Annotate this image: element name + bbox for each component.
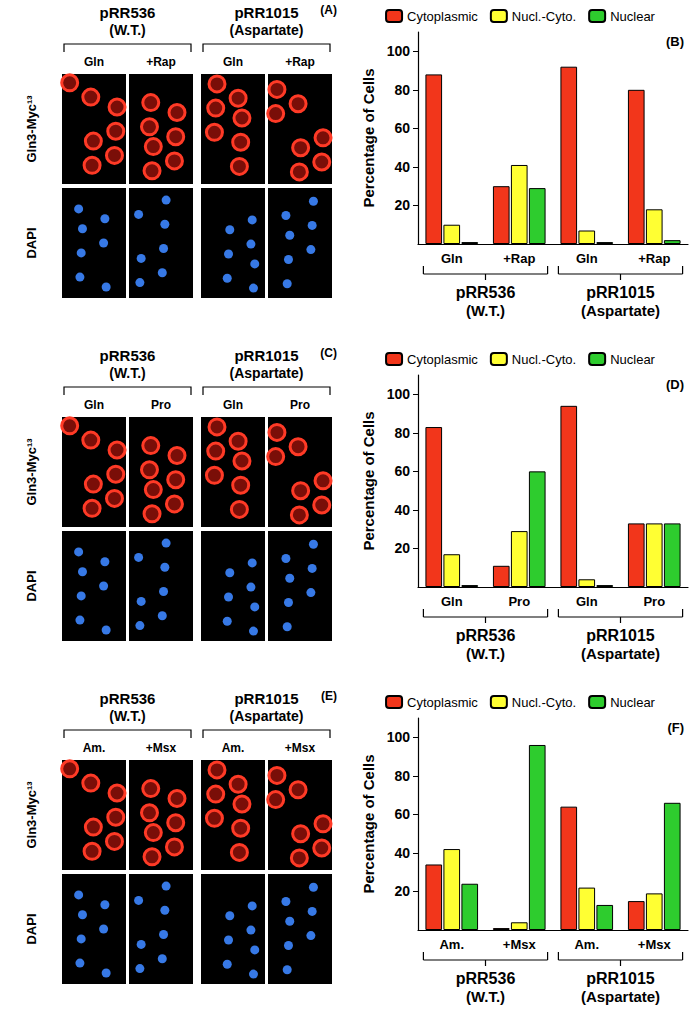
svg-text:(Aspartate): (Aspartate) bbox=[581, 988, 660, 1005]
svg-text:(W.T.): (W.T.) bbox=[109, 365, 146, 381]
svg-text:Gln: Gln bbox=[84, 55, 104, 69]
svg-text:Am.: Am. bbox=[439, 937, 464, 952]
svg-text:20: 20 bbox=[394, 883, 410, 899]
svg-text:pRR536: pRR536 bbox=[100, 690, 156, 707]
svg-text:Am.: Am. bbox=[222, 741, 245, 755]
svg-text:Pro: Pro bbox=[643, 594, 665, 609]
svg-text:+Msx: +Msx bbox=[638, 937, 672, 952]
svg-text:Pro: Pro bbox=[151, 398, 171, 412]
svg-text:+Msx: +Msx bbox=[146, 741, 177, 755]
svg-text:60: 60 bbox=[394, 463, 410, 479]
svg-text:(Aspartate): (Aspartate) bbox=[581, 645, 660, 662]
svg-text:(D): (D) bbox=[666, 377, 684, 392]
svg-text:(W.T.): (W.T.) bbox=[466, 645, 505, 662]
svg-text:Am.: Am. bbox=[83, 741, 106, 755]
svg-text:pRR536: pRR536 bbox=[456, 970, 516, 987]
svg-text:pRR1015: pRR1015 bbox=[234, 347, 298, 364]
svg-text:80: 80 bbox=[394, 82, 410, 98]
svg-text:(Aspartate): (Aspartate) bbox=[230, 22, 304, 38]
svg-text:DAPI: DAPI bbox=[24, 227, 39, 258]
svg-text:20: 20 bbox=[394, 197, 410, 213]
svg-text:Percentage of Cells: Percentage of Cells bbox=[360, 68, 377, 207]
svg-text:Gln3-Myc¹³: Gln3-Myc¹³ bbox=[24, 781, 39, 849]
svg-text:100: 100 bbox=[387, 729, 411, 745]
svg-text:Gln: Gln bbox=[223, 55, 243, 69]
svg-text:+Msx: +Msx bbox=[503, 937, 537, 952]
svg-text:(F): (F) bbox=[667, 720, 684, 735]
svg-text:(A): (A) bbox=[320, 3, 337, 17]
svg-text:Gln: Gln bbox=[576, 251, 598, 266]
svg-text:Nuclear: Nuclear bbox=[610, 9, 655, 24]
svg-text:(W.T.): (W.T.) bbox=[466, 988, 505, 1005]
svg-text:+Rap: +Rap bbox=[146, 55, 176, 69]
svg-text:(E): (E) bbox=[321, 689, 337, 703]
svg-text:+Rap: +Rap bbox=[503, 251, 535, 266]
svg-text:+Rap: +Rap bbox=[638, 251, 670, 266]
svg-text:60: 60 bbox=[394, 806, 410, 822]
svg-text:Gln: Gln bbox=[576, 594, 598, 609]
svg-text:Cytoplasmic: Cytoplasmic bbox=[407, 9, 478, 24]
svg-text:Nucl.-Cyto.: Nucl.-Cyto. bbox=[512, 695, 576, 710]
svg-text:pRR1015: pRR1015 bbox=[234, 690, 298, 707]
svg-text:(W.T.): (W.T.) bbox=[466, 302, 505, 319]
svg-text:Nucl.-Cyto.: Nucl.-Cyto. bbox=[512, 352, 576, 367]
svg-text:40: 40 bbox=[394, 159, 410, 175]
svg-text:Nuclear: Nuclear bbox=[610, 695, 655, 710]
svg-text:pRR536: pRR536 bbox=[456, 627, 516, 644]
svg-text:40: 40 bbox=[394, 845, 410, 861]
svg-text:100: 100 bbox=[387, 43, 411, 59]
svg-text:20: 20 bbox=[394, 540, 410, 556]
svg-text:pRR536: pRR536 bbox=[456, 284, 516, 301]
svg-text:Pro: Pro bbox=[508, 594, 530, 609]
svg-text:Am.: Am. bbox=[574, 937, 599, 952]
svg-text:pRR1015: pRR1015 bbox=[586, 970, 655, 987]
svg-text:Gln: Gln bbox=[223, 398, 243, 412]
svg-text:(B): (B) bbox=[666, 34, 684, 49]
svg-text:(C): (C) bbox=[320, 346, 337, 360]
svg-text:DAPI: DAPI bbox=[24, 913, 39, 944]
svg-text:40: 40 bbox=[394, 502, 410, 518]
svg-text:pRR536: pRR536 bbox=[100, 4, 156, 21]
svg-text:60: 60 bbox=[394, 120, 410, 136]
svg-text:80: 80 bbox=[394, 768, 410, 784]
svg-text:(W.T.): (W.T.) bbox=[109, 22, 146, 38]
svg-text:Nucl.-Cyto.: Nucl.-Cyto. bbox=[512, 9, 576, 24]
svg-text:Percentage of Cells: Percentage of Cells bbox=[360, 754, 377, 893]
svg-text:(Aspartate): (Aspartate) bbox=[581, 302, 660, 319]
svg-text:pRR1015: pRR1015 bbox=[586, 627, 655, 644]
svg-text:+Msx: +Msx bbox=[285, 741, 316, 755]
svg-text:+Rap: +Rap bbox=[285, 55, 315, 69]
svg-text:80: 80 bbox=[394, 425, 410, 441]
svg-text:DAPI: DAPI bbox=[24, 570, 39, 601]
svg-text:Gln: Gln bbox=[441, 594, 463, 609]
svg-text:Gln: Gln bbox=[84, 398, 104, 412]
svg-text:Cytoplasmic: Cytoplasmic bbox=[407, 352, 478, 367]
svg-text:pRR536: pRR536 bbox=[100, 347, 156, 364]
svg-text:(Aspartate): (Aspartate) bbox=[230, 365, 304, 381]
svg-text:(Aspartate): (Aspartate) bbox=[230, 708, 304, 724]
svg-text:Percentage of Cells: Percentage of Cells bbox=[360, 411, 377, 550]
svg-text:pRR1015: pRR1015 bbox=[586, 284, 655, 301]
svg-text:Pro: Pro bbox=[290, 398, 310, 412]
svg-text:pRR1015: pRR1015 bbox=[234, 4, 298, 21]
svg-text:Gln3-Myc¹³: Gln3-Myc¹³ bbox=[24, 95, 39, 163]
svg-text:Nuclear: Nuclear bbox=[610, 352, 655, 367]
svg-text:100: 100 bbox=[387, 386, 411, 402]
svg-text:Gln: Gln bbox=[441, 251, 463, 266]
svg-text:Cytoplasmic: Cytoplasmic bbox=[407, 695, 478, 710]
svg-text:Gln3-Myc¹³: Gln3-Myc¹³ bbox=[24, 438, 39, 506]
svg-text:(W.T.): (W.T.) bbox=[109, 708, 146, 724]
